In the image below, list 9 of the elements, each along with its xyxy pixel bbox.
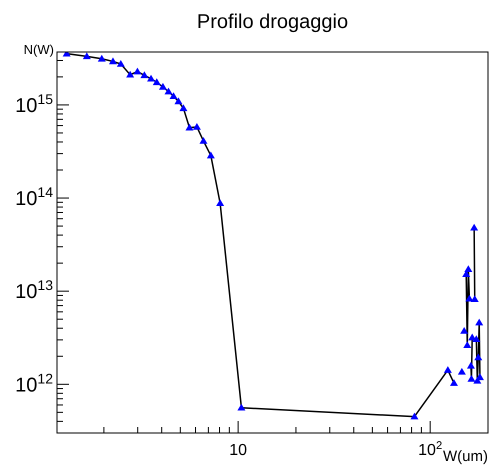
x-tick-label: 10	[229, 442, 248, 459]
y-axis-title: N(W)	[24, 42, 54, 57]
x-axis-title: W(um)	[443, 448, 488, 465]
y-tick-label: 10$^{15}$	[15, 90, 54, 117]
chart-title: Profilo drogaggio	[196, 11, 348, 33]
x-tick-label: 10$^{2}$	[418, 440, 442, 459]
y-tick-label: 10$^{14}$	[15, 184, 54, 210]
y-tick-label: 10$^{12}$	[15, 370, 54, 396]
y-tick-label: 10$^{13}$	[15, 277, 54, 304]
